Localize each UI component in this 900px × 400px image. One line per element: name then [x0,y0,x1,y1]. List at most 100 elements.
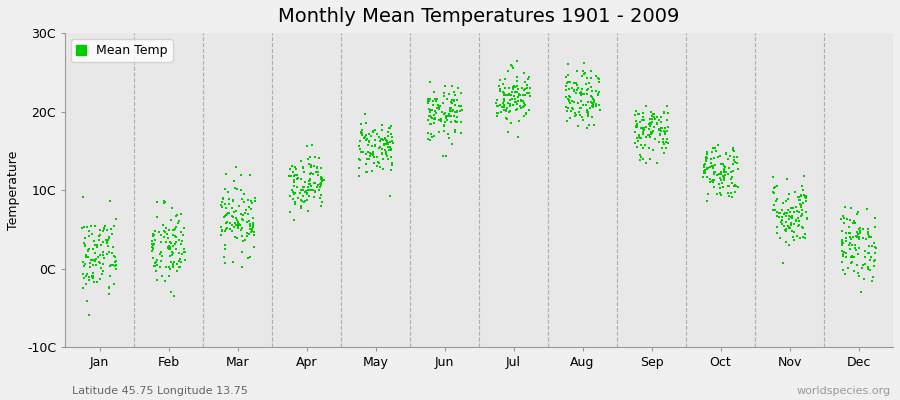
Point [94,264,108,271]
Point [149,262,164,268]
Point [168,234,183,240]
Point [168,233,183,239]
Point [77,243,92,250]
Point [521,75,535,82]
Point [425,107,439,113]
Point [154,238,168,245]
Point [846,234,860,240]
Point [222,226,237,232]
Point [108,259,122,266]
Point [79,252,94,258]
Point [798,235,813,241]
Point [94,242,108,248]
Point [770,196,784,202]
Point [109,216,123,222]
Point [512,91,526,98]
Point [243,254,257,260]
Point [241,210,256,217]
Point [571,82,585,88]
Point [723,153,737,160]
Point [589,103,603,109]
Point [100,227,114,233]
Point [100,250,114,257]
Point [235,264,249,270]
Point [220,204,234,211]
Point [380,152,394,159]
Point [218,227,232,234]
Point [634,135,648,142]
Point [775,206,789,213]
Point [304,170,319,177]
Point [516,92,530,98]
Point [497,102,511,108]
Point [636,131,651,137]
Point [700,151,715,157]
Point [575,72,590,79]
Point [374,151,389,157]
Point [650,120,664,126]
Point [727,182,742,188]
Point [148,268,163,274]
Point [359,120,374,127]
Point [234,172,248,178]
Point [842,224,856,230]
Point [851,209,866,216]
Point [729,160,743,166]
Point [227,178,241,184]
Point [314,178,328,184]
Point [643,145,657,152]
Point [156,222,170,228]
Point [146,233,160,239]
Point [92,236,106,243]
Point [239,230,254,236]
Point [852,230,867,236]
Point [720,171,734,178]
Point [217,214,231,220]
Point [427,120,441,126]
Point [797,192,812,198]
Point [510,58,525,64]
Point [297,184,311,190]
Point [359,169,374,176]
Point [646,114,661,120]
Point [767,190,781,196]
Point [369,163,383,169]
Point [157,200,171,206]
Point [583,104,598,111]
Point [698,156,713,163]
Point [107,280,122,287]
Point [564,104,579,111]
Point [235,225,249,232]
Point [444,119,458,125]
Point [634,142,648,148]
Point [848,242,862,248]
Point [654,119,669,125]
Point [778,227,793,233]
Point [447,102,462,108]
Point [367,160,382,166]
Point [91,254,105,260]
Point [567,80,581,86]
Point [630,120,644,127]
Point [639,103,653,109]
Point [509,88,524,95]
Point [308,189,322,195]
Point [77,274,92,281]
Point [310,164,324,170]
Y-axis label: Temperature: Temperature [7,150,20,230]
Point [219,212,233,219]
Point [378,146,392,153]
Point [450,97,464,103]
Point [359,168,374,175]
Point [382,193,397,199]
Point [580,107,594,113]
Point [86,274,100,281]
Point [580,75,594,82]
Point [653,126,668,132]
Point [508,98,522,105]
Point [699,165,714,171]
Point [780,176,795,182]
Point [577,91,591,97]
Point [631,137,645,144]
Point [637,117,652,124]
